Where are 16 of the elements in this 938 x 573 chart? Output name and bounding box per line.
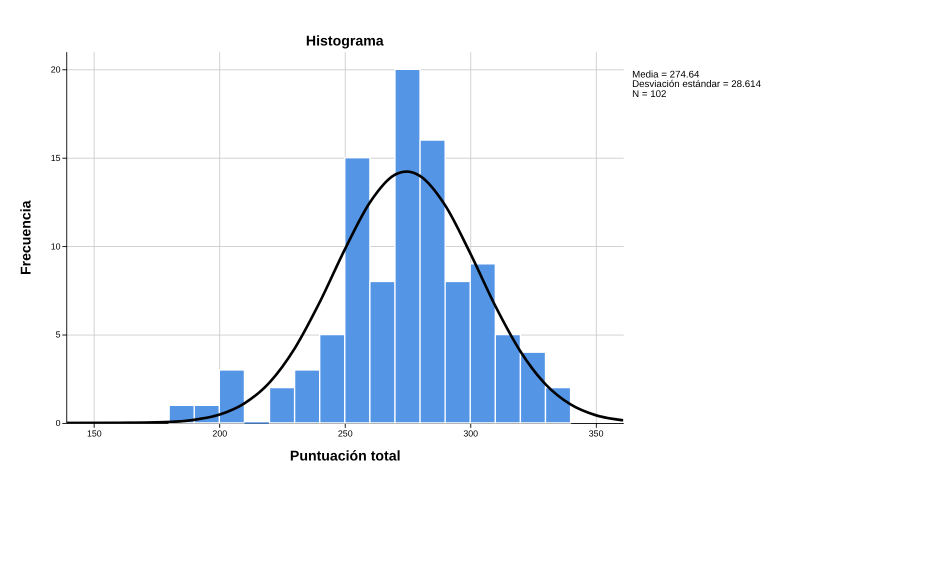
y-tick-label: 20: [50, 64, 61, 74]
x-tick-label: 350: [588, 428, 604, 439]
text: Media = 274.64: [632, 69, 700, 80]
chart-title: Histograma: [306, 32, 384, 48]
x-tick-label: 250: [338, 428, 353, 439]
y-tick-label: 0: [56, 418, 61, 428]
y-tick-label: 10: [50, 241, 61, 252]
x-axis-title: Puntuación total: [290, 448, 401, 464]
x-tick-label: 300: [463, 428, 478, 439]
text: N = 102: [632, 88, 666, 100]
text: Desviación estándar = 28.614: [632, 79, 762, 90]
y-tick-label: 15: [50, 152, 61, 163]
y-tick-label: 5: [56, 330, 61, 340]
x-tick-label: 150: [86, 428, 102, 439]
y-axis-title: Frecuencia: [17, 200, 34, 276]
x-tick-label: 200: [212, 428, 228, 439]
